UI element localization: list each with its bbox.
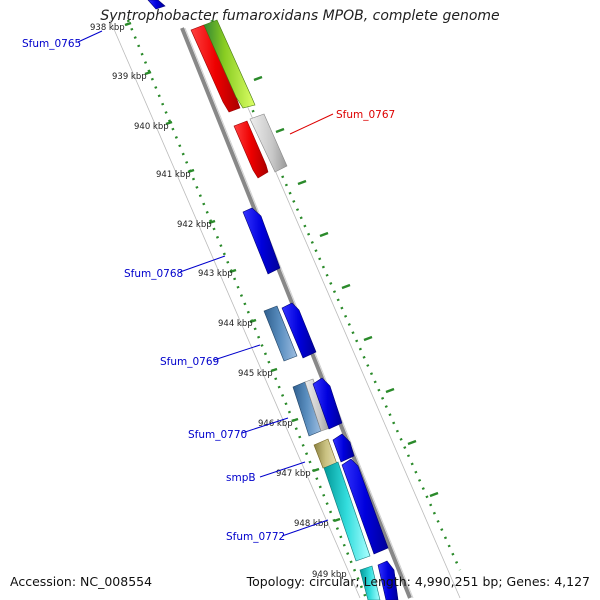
major-ticks-left xyxy=(124,21,341,523)
genome-title: Syntrophobacter fumaroxidans MPOB, compl… xyxy=(100,8,500,24)
gene-sfum-0772[interactable] xyxy=(323,461,371,562)
gene-blue-0772b[interactable] xyxy=(341,458,389,555)
gene-lime-upper[interactable] xyxy=(203,19,256,109)
tick-label-949: 949 kbp xyxy=(312,570,347,580)
leader-sfum-0770 xyxy=(241,417,289,434)
outer-boundary-right xyxy=(209,19,461,599)
major-ticks-right xyxy=(253,75,439,498)
gene-label-sfum-0765[interactable]: Sfum_0765 xyxy=(22,38,81,50)
tick-label-946: 946 kbp xyxy=(258,419,293,429)
gene-blue-smpB-b[interactable] xyxy=(332,433,355,463)
gene-label-sfum-0769[interactable]: Sfum_0769 xyxy=(160,356,219,368)
gene-sfum-0765[interactable] xyxy=(147,0,166,10)
tick-label-944: 944 kbp xyxy=(218,319,253,329)
accession-text: Accession: NC_008554 xyxy=(10,574,153,589)
outer-boundary-left xyxy=(109,19,361,599)
tick-label-947: 947 kbp xyxy=(276,469,311,479)
leader-smpB xyxy=(259,461,306,478)
gene-label-sfum-0770[interactable]: Sfum_0770 xyxy=(188,429,247,441)
tick-label-943: 943 kbp xyxy=(198,269,233,279)
gene-blue-0770c[interactable] xyxy=(312,377,343,430)
tick-label-939: 939 kbp xyxy=(112,72,147,82)
tick-label-942: 942 kbp xyxy=(177,220,212,230)
gene-label-smpB[interactable]: smpB xyxy=(226,472,256,484)
tick-label-948: 948 kbp xyxy=(294,519,329,529)
gene-label-sfum-0768[interactable]: Sfum_0768 xyxy=(124,268,183,280)
topology-text: Topology: circular; Length: 4,990,251 bp… xyxy=(246,574,590,589)
tick-label-941: 941 kbp xyxy=(156,170,191,180)
tick-label-940: 940 kbp xyxy=(134,122,169,132)
leader-sfum-0765 xyxy=(77,30,103,43)
gene-sfum-0767[interactable] xyxy=(233,120,269,179)
gene-label-sfum-0767[interactable]: Sfum_0767 xyxy=(336,109,395,121)
tick-dotted-line-right xyxy=(210,19,462,571)
tick-label-945: 945 kbp xyxy=(238,369,273,379)
leader-sfum-0769 xyxy=(213,344,261,361)
gene-cyan-bottom[interactable] xyxy=(359,565,381,600)
leader-sfum-0768 xyxy=(179,255,226,273)
gene-gray-0767b[interactable] xyxy=(249,113,288,173)
tick-label-938: 938 kbp xyxy=(90,23,125,33)
gene-sfum-0769[interactable] xyxy=(263,305,298,362)
gene-sfum-0768[interactable] xyxy=(242,207,281,275)
leader-sfum-0767 xyxy=(289,113,334,135)
gene-label-sfum-0772[interactable]: Sfum_0772 xyxy=(226,531,285,543)
gene-blue-bottom[interactable] xyxy=(377,560,399,600)
leader-sfum-0772 xyxy=(281,519,329,537)
gene-blue-0769b[interactable] xyxy=(281,302,317,359)
